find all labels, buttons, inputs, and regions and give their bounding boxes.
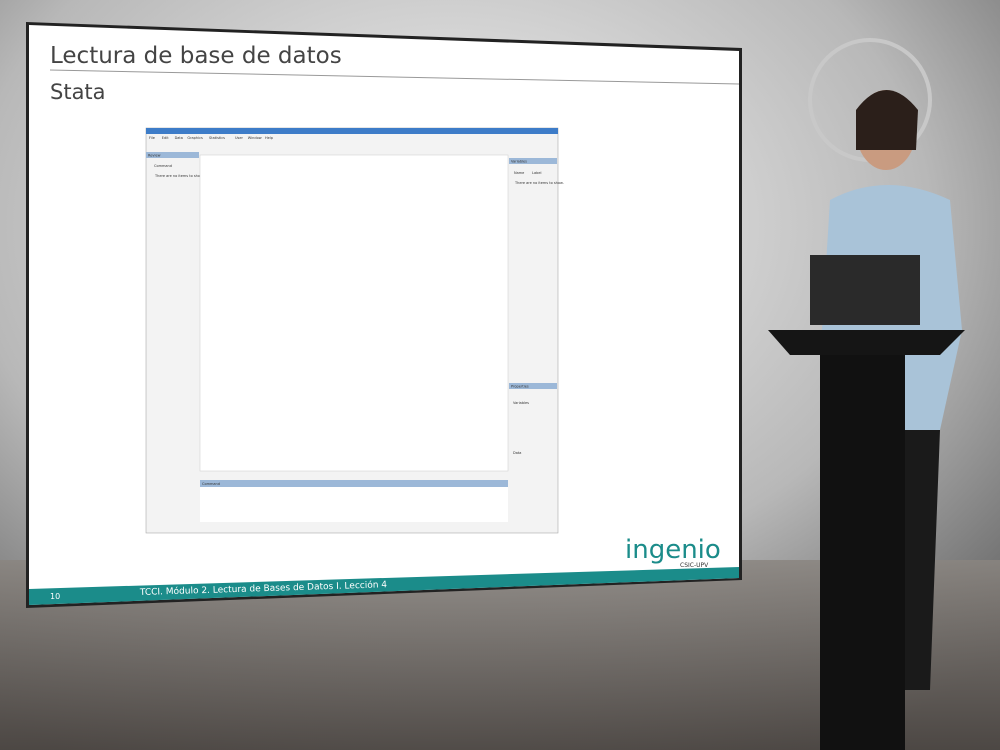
menu-item[interactable]: Help	[265, 136, 274, 140]
variables-header	[509, 158, 557, 164]
podium-column	[820, 355, 905, 750]
variables-column: Label	[532, 171, 541, 175]
stata-window: File Edit Data Graphics Statistics User Window…	[145, 127, 564, 534]
window-titlebar	[146, 128, 558, 134]
review-title: Review	[148, 154, 161, 158]
menu-item[interactable]: Edit	[162, 136, 169, 140]
command-title: Command	[202, 482, 220, 486]
properties-header	[509, 383, 557, 389]
podium-top	[768, 330, 965, 355]
properties-group: Variables	[513, 401, 529, 405]
variables-empty: There are no items to show.	[514, 181, 564, 185]
title-rule	[49, 69, 740, 85]
variables-column: Name	[514, 171, 524, 175]
command-header	[200, 480, 508, 487]
review-header	[146, 152, 199, 158]
menu-item[interactable]: Window	[248, 136, 262, 140]
footer-band	[29, 567, 739, 605]
menu-item[interactable]: Data	[175, 136, 183, 140]
menu-item[interactable]: User	[235, 136, 244, 140]
slide-title: Lectura de base de datos	[50, 43, 342, 69]
results-pane	[199, 154, 509, 472]
review-empty: There are no items to show.	[154, 174, 204, 178]
properties-group: Data	[513, 451, 521, 455]
properties-title: Properties	[511, 385, 529, 389]
menu-item[interactable]: File	[149, 136, 155, 140]
laptop	[810, 255, 920, 325]
logo-tagline: CSIC-UPV	[680, 562, 709, 569]
logo-name: ingenio	[625, 535, 721, 565]
slide-subtitle: Stata	[50, 80, 106, 104]
page-number: 10	[50, 592, 60, 601]
command-input[interactable]	[200, 487, 508, 522]
menu-item[interactable]: Statistics	[209, 136, 225, 140]
menu-item[interactable]: Graphics	[187, 136, 203, 140]
review-column: Command	[154, 164, 172, 168]
variables-title: Variables	[511, 160, 527, 164]
presenter-hair	[856, 90, 918, 150]
